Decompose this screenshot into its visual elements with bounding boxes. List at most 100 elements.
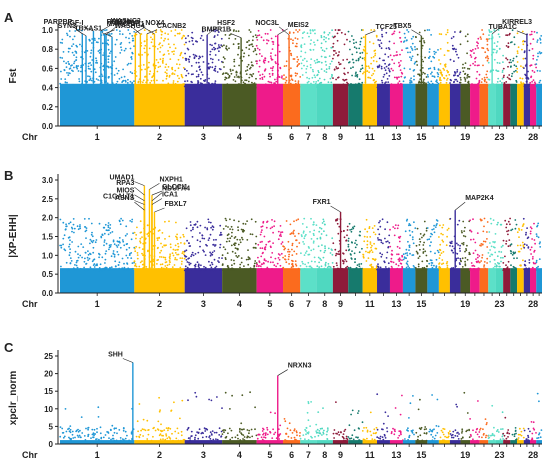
point	[388, 234, 391, 237]
point	[246, 41, 249, 43]
point	[407, 265, 410, 267]
point	[285, 439, 288, 442]
point	[186, 80, 189, 82]
point	[464, 257, 467, 259]
point	[470, 230, 473, 233]
point	[189, 224, 192, 227]
point	[442, 251, 445, 253]
point	[337, 61, 340, 64]
point	[313, 60, 316, 62]
chr-band-14	[402, 440, 416, 444]
point	[313, 256, 316, 259]
point	[103, 232, 106, 235]
point	[466, 412, 469, 414]
point	[518, 250, 521, 253]
point	[201, 30, 204, 33]
point	[279, 86, 281, 89]
point	[429, 55, 431, 58]
point	[277, 253, 280, 255]
point	[273, 82, 275, 85]
point	[173, 86, 176, 88]
point	[229, 237, 232, 240]
point	[385, 257, 388, 259]
point	[294, 72, 297, 74]
point	[378, 57, 381, 60]
point	[289, 429, 292, 432]
panel-letter-a: A	[4, 10, 14, 25]
point	[117, 244, 120, 246]
point	[449, 217, 452, 220]
point	[337, 269, 340, 272]
point	[62, 436, 65, 439]
point	[418, 80, 421, 83]
point	[462, 268, 464, 271]
point	[71, 241, 73, 243]
point	[533, 71, 536, 73]
point	[133, 231, 136, 234]
point	[387, 67, 390, 70]
point	[71, 433, 74, 436]
point	[486, 47, 489, 50]
point	[60, 246, 63, 249]
point	[234, 38, 237, 40]
point	[247, 258, 250, 261]
point	[365, 250, 367, 253]
point	[353, 46, 356, 49]
point	[438, 257, 441, 259]
point	[358, 265, 361, 268]
point	[293, 58, 296, 60]
point	[72, 267, 75, 269]
point	[423, 85, 426, 88]
point	[246, 65, 249, 68]
point	[256, 34, 259, 37]
point	[347, 30, 350, 33]
point	[321, 244, 323, 247]
chr-band-20	[470, 268, 480, 293]
point	[118, 429, 121, 431]
chr-band-16	[427, 83, 439, 126]
point	[510, 85, 513, 88]
point	[210, 226, 213, 229]
point	[405, 248, 408, 251]
point	[303, 243, 305, 245]
point	[378, 238, 381, 241]
point	[156, 239, 159, 242]
point	[287, 240, 290, 243]
point	[417, 73, 419, 76]
annotation-label: BMPR1B	[202, 27, 232, 34]
point	[110, 244, 112, 246]
point	[212, 269, 215, 272]
point	[244, 82, 247, 85]
point	[183, 257, 186, 260]
point	[411, 42, 414, 45]
point	[346, 81, 348, 84]
point	[412, 395, 414, 397]
point	[380, 255, 383, 258]
point	[234, 436, 237, 439]
point	[72, 86, 75, 89]
point	[529, 248, 532, 251]
chromosome-label: 1	[95, 132, 100, 142]
point	[241, 238, 244, 241]
point	[331, 74, 333, 77]
point	[95, 59, 98, 62]
point	[84, 257, 86, 260]
point	[118, 84, 120, 87]
point	[240, 422, 243, 425]
point	[69, 47, 71, 50]
point	[376, 428, 379, 431]
point	[327, 263, 330, 265]
point	[504, 83, 506, 86]
point	[367, 65, 370, 68]
point	[177, 245, 180, 248]
point	[438, 33, 441, 35]
point	[237, 43, 240, 45]
point	[392, 427, 394, 430]
point	[476, 86, 479, 89]
point	[349, 40, 351, 43]
point	[236, 76, 239, 78]
point	[198, 65, 201, 68]
point	[325, 433, 328, 436]
point	[393, 84, 396, 87]
point	[184, 250, 186, 253]
